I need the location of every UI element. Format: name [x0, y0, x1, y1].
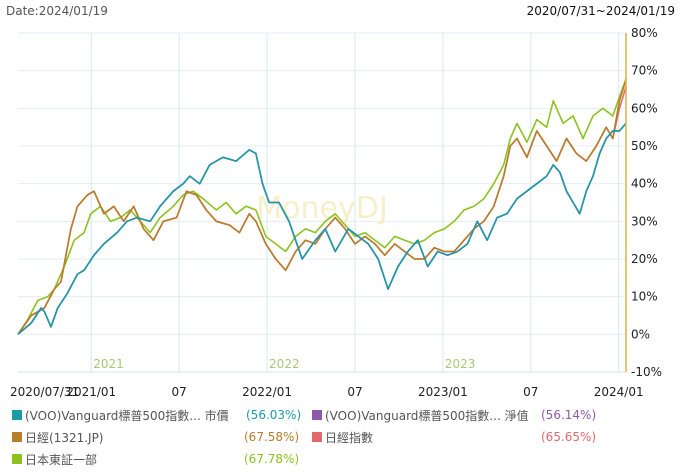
y-tick-label: 70% — [631, 64, 658, 78]
legend-item-topix[interactable]: 日本東証一部 — [12, 450, 97, 468]
x-tick-label: 07 — [347, 385, 362, 399]
legend-swatch — [312, 432, 322, 442]
series-line-1 — [17, 122, 627, 335]
year-label: 2023 — [445, 357, 476, 371]
legend-value: (67.78%) — [244, 452, 300, 466]
series-lines — [17, 78, 627, 335]
x-tick-label: 2023/01 — [418, 385, 468, 399]
legend-swatch — [312, 410, 322, 420]
year-labels: 2021 2022 2023 — [93, 357, 475, 371]
legend-label: (VOO)Vanguard標普500指數... 淨值 — [325, 408, 529, 423]
legend-swatch — [12, 432, 22, 442]
y-tick-label: 80% — [631, 26, 658, 40]
x-tick-label: 2020/07/31 — [10, 385, 79, 399]
legend-item-voo-market[interactable]: (VOO)Vanguard標普500指數... 市價 — [12, 406, 229, 424]
x-tick-label: 07 — [172, 385, 187, 399]
legend-swatch — [12, 410, 22, 420]
x-tick-label: 2022/01 — [242, 385, 292, 399]
legend-value: (56.03%) — [246, 408, 302, 422]
legend-label: 日經指數 — [325, 430, 374, 445]
y-tick-label: -10% — [631, 365, 662, 379]
year-label: 2021 — [93, 357, 124, 371]
legend-swatch — [12, 454, 22, 464]
x-tick-label: 07 — [523, 385, 538, 399]
y-tick-label: 0% — [631, 327, 650, 341]
legend-item-voo-nav[interactable]: (VOO)Vanguard標普500指數... 淨值 — [312, 406, 529, 424]
y-tick-label: 40% — [631, 177, 658, 191]
date-label: Date:2024/01/19 — [6, 4, 108, 18]
series-line-0 — [17, 122, 627, 335]
legend-label: 日經(1321.JP) — [25, 430, 104, 445]
date-range-label: 2020/07/31~2024/01/19 — [526, 4, 675, 18]
series-line-2 — [17, 79, 627, 335]
y-tick-label: 20% — [631, 252, 658, 266]
series-line-4 — [17, 78, 627, 335]
y-tick-label: 30% — [631, 214, 658, 228]
y-tick-label: 10% — [631, 290, 658, 304]
year-label: 2022 — [269, 357, 300, 371]
x-tick-label: 2021/01 — [66, 385, 116, 399]
y-tick-label: 60% — [631, 101, 658, 115]
legend-value: (56.14%) — [541, 408, 597, 422]
legend-label: (VOO)Vanguard標普500指數... 市價 — [25, 408, 229, 423]
legend-item-nikkei-1321[interactable]: 日經(1321.JP) — [12, 428, 104, 446]
legend-label: 日本東証一部 — [25, 452, 98, 467]
y-axis: 80% 70% 60% 50% 40% 30% 20% 10% 0% -10% — [625, 26, 662, 379]
x-tick-label: 2024/01 — [594, 385, 644, 399]
legend-value: (67.58%) — [244, 430, 300, 444]
performance-line-chart: MoneyDJ 2021 2022 2023 80% 70% 60% 50% 40% 30% 2… — [10, 26, 662, 399]
watermark: MoneyDJ — [256, 191, 387, 226]
y-tick-label: 50% — [631, 139, 658, 153]
legend-value: (65.65%) — [541, 430, 597, 444]
legend-item-nikkei-index[interactable]: 日經指數 — [312, 428, 373, 446]
